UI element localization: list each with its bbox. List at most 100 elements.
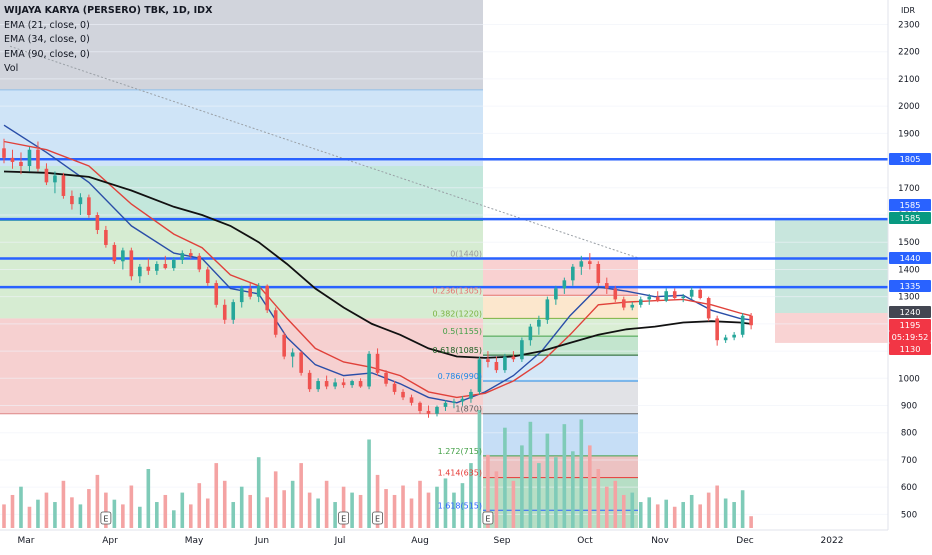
- fib-ext-zone-8: [483, 477, 638, 528]
- volume-bar: [604, 486, 609, 528]
- volume-bar: [681, 502, 685, 528]
- candle-body: [435, 406, 439, 414]
- y-tick-label: 1400: [898, 265, 920, 275]
- trend-line: [9, 45, 641, 260]
- candle: [571, 264, 575, 286]
- volume-bar: [638, 502, 643, 528]
- volume-bar: [36, 499, 40, 528]
- candle-body: [452, 401, 456, 403]
- fib-level-label: 0.382(1220): [432, 309, 482, 318]
- candle-body: [36, 149, 40, 169]
- candle-body: [706, 298, 711, 319]
- price-badge: [889, 319, 931, 331]
- y-tick-label: 600: [901, 483, 917, 493]
- volume-bar: [698, 504, 702, 528]
- ema-line-1: [3, 140, 752, 399]
- candle-body: [630, 304, 635, 308]
- x-tick-label: 2022: [821, 536, 844, 546]
- candle: [2, 138, 6, 164]
- fib-ext-zone-4: [483, 355, 638, 382]
- candle-body: [503, 356, 507, 371]
- candle-body: [333, 382, 337, 387]
- candle: [486, 351, 490, 368]
- legend-ema-34[interactable]: EMA (34, close, 0): [4, 34, 90, 45]
- candle-body: [172, 259, 176, 269]
- candle: [460, 396, 465, 406]
- volume-bar: [273, 471, 278, 528]
- candle-body: [273, 310, 278, 335]
- candle: [689, 287, 694, 300]
- volume-bar: [239, 486, 244, 528]
- volume-bar: [435, 486, 439, 528]
- volume-bar: [265, 497, 269, 528]
- volume-bar: [205, 498, 210, 528]
- legend-ema-90[interactable]: EMA (90, close, 0): [4, 48, 90, 60]
- candle: [655, 291, 660, 303]
- price-badge-label: 05:19:52: [892, 332, 929, 342]
- volume-bar: [664, 499, 669, 528]
- y-axis-unit: IDR: [901, 6, 916, 15]
- candle-body: [163, 264, 168, 269]
- candle: [596, 261, 601, 286]
- volume-bar: [537, 463, 541, 528]
- candle: [188, 249, 193, 259]
- volume-bar: [299, 463, 303, 528]
- y-tick-label: 2300: [898, 20, 920, 30]
- candle: [613, 285, 618, 303]
- x-tick-label: Mar: [18, 536, 35, 546]
- candle: [95, 212, 100, 235]
- candle-body: [70, 195, 74, 205]
- volume-bar: [350, 492, 354, 528]
- price-badge-label: 1195: [900, 320, 921, 330]
- volume-bar: [324, 480, 329, 528]
- candle-body: [256, 285, 261, 297]
- candle: [554, 285, 558, 305]
- candle-body: [681, 296, 685, 299]
- fib-zone-2: [0, 166, 483, 221]
- y-tick-label: 500: [901, 510, 917, 520]
- candle: [384, 370, 388, 387]
- candle: [604, 277, 609, 294]
- candle-body: [214, 283, 219, 305]
- candle: [723, 334, 728, 343]
- volume-bar: [172, 510, 176, 528]
- candle-body: [613, 288, 618, 300]
- y-tick-label: 800: [901, 429, 917, 439]
- candle: [104, 225, 108, 248]
- candle: [494, 356, 499, 373]
- volume-bar: [358, 494, 363, 528]
- candle-body: [44, 168, 49, 183]
- candle: [282, 332, 286, 360]
- candle: [511, 351, 516, 362]
- volume-bar: [613, 480, 618, 528]
- volume-bar: [333, 502, 337, 528]
- candle-body: [19, 161, 23, 167]
- legend-volume[interactable]: Vol: [4, 63, 19, 74]
- price-badge: [889, 306, 931, 318]
- candle: [27, 146, 32, 172]
- volume-bar: [180, 492, 185, 528]
- fib-level-label: 0.618(1085): [432, 346, 482, 355]
- candle-body: [282, 334, 286, 357]
- candle-body: [520, 340, 524, 360]
- price-badge-label: 1335: [900, 281, 921, 291]
- volume-bar: [231, 502, 236, 528]
- candle: [528, 323, 533, 346]
- candle-body: [443, 402, 448, 407]
- volume-bar: [61, 480, 66, 528]
- price-badge-label: 1130: [900, 344, 921, 354]
- candle-body: [426, 410, 431, 414]
- candle-body: [146, 266, 151, 271]
- candle: [579, 255, 584, 275]
- volume-bar: [155, 502, 159, 528]
- legend-ema-21[interactable]: EMA (21, close, 0): [4, 19, 90, 31]
- candles-layer: [2, 138, 753, 418]
- fib-zones-layer: [0, 0, 483, 415]
- candle: [36, 141, 40, 172]
- candle: [426, 405, 431, 418]
- candle: [732, 332, 736, 341]
- fib-zone-0: [0, 0, 483, 90]
- volume-bar: [477, 410, 482, 528]
